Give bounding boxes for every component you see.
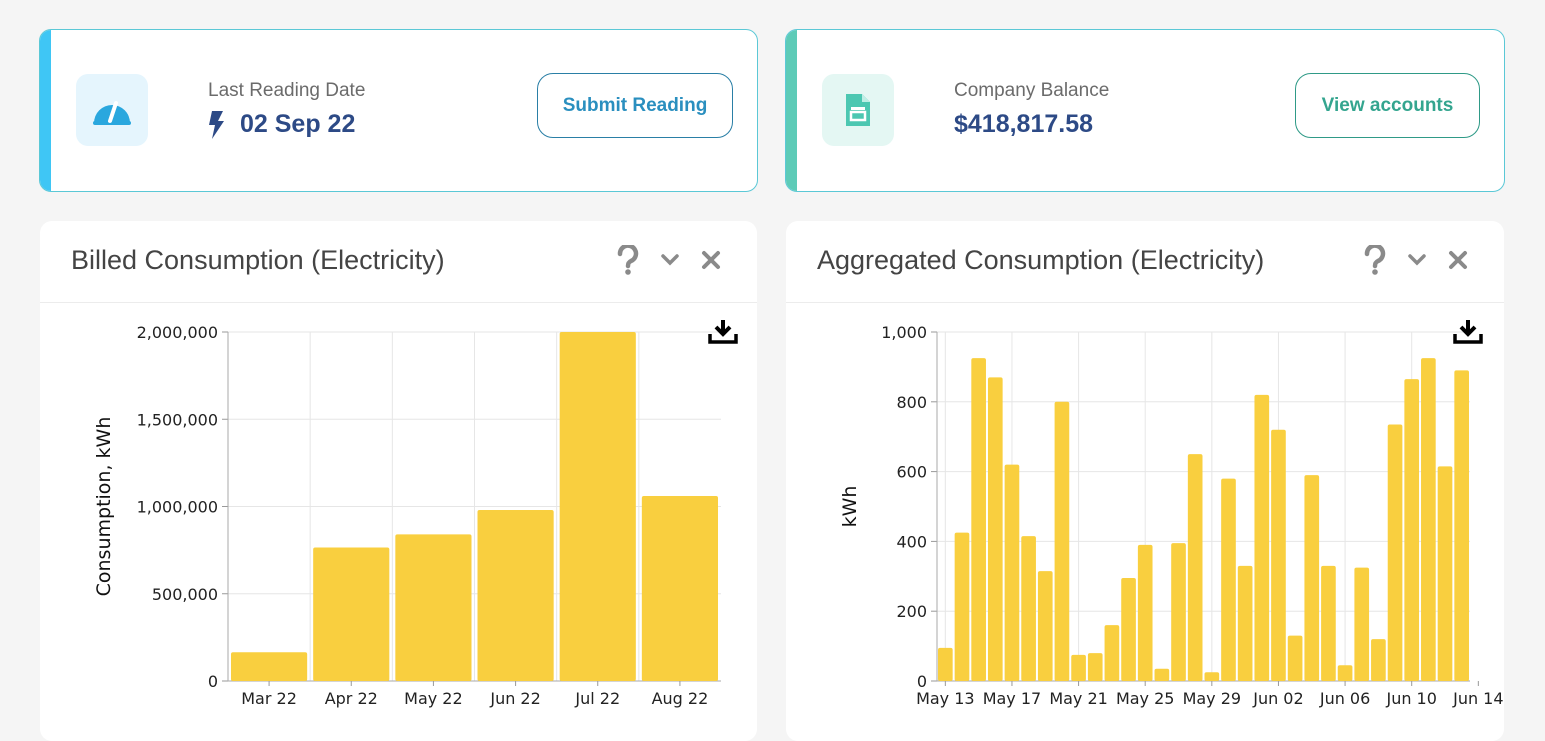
bar bbox=[1287, 635, 1303, 681]
last-reading-date: 02 Sep 22 bbox=[240, 110, 356, 138]
bar bbox=[641, 496, 718, 681]
gauge-icon bbox=[76, 74, 148, 146]
bar bbox=[954, 532, 970, 681]
y-tick-label: 400 bbox=[896, 532, 927, 551]
x-tick-label: Jun 10 bbox=[1385, 689, 1436, 708]
bar bbox=[1237, 565, 1253, 681]
bar bbox=[1354, 567, 1370, 681]
x-tick-label: Jun 06 bbox=[1319, 689, 1370, 708]
bar bbox=[1204, 672, 1220, 681]
panel-title: Billed Consumption (Electricity) bbox=[71, 245, 445, 275]
x-tick-label: Jun 14 bbox=[1452, 689, 1503, 708]
bar bbox=[1104, 625, 1120, 681]
bar bbox=[1054, 401, 1070, 681]
aggregated-consumption-chart: 0 200 400 600 800 1,000 May 13 May 17 May 21 May … bbox=[839, 320, 1504, 708]
bar bbox=[1404, 379, 1420, 681]
x-tick-label: May 17 bbox=[983, 689, 1042, 708]
last-reading-card: Last Reading Date 02 Sep 22 Submit Readi… bbox=[39, 29, 758, 192]
y-tick-label: 0 bbox=[208, 672, 218, 691]
x-tick-label: May 13 bbox=[916, 689, 975, 708]
bar bbox=[1271, 429, 1286, 681]
bar bbox=[1421, 358, 1436, 681]
bar bbox=[1071, 654, 1086, 681]
bar bbox=[1304, 475, 1320, 681]
y-tick-label: 1,500,000 bbox=[137, 410, 218, 429]
panel-header: Aggregated Consumption (Electricity) bbox=[786, 221, 1504, 303]
bar bbox=[1154, 668, 1170, 681]
company-balance-label: Company Balance bbox=[954, 80, 1110, 101]
help-icon[interactable] bbox=[1364, 245, 1386, 275]
bar bbox=[1321, 565, 1336, 681]
bar bbox=[1187, 454, 1203, 681]
bar bbox=[971, 358, 986, 681]
bar bbox=[1137, 544, 1153, 681]
bar bbox=[1437, 466, 1453, 681]
x-tick-label: May 29 bbox=[1183, 689, 1242, 708]
bar bbox=[1021, 536, 1036, 681]
y-tick-label: 0 bbox=[917, 672, 927, 691]
bar bbox=[1387, 424, 1403, 681]
y-tick-label: 800 bbox=[896, 393, 927, 412]
help-icon[interactable] bbox=[617, 245, 639, 275]
billed-consumption-chart: 0 500,000 1,000,000 1,500,000 2,000,000 Mar 2… bbox=[93, 320, 738, 708]
bar bbox=[395, 534, 472, 681]
download-icon[interactable] bbox=[708, 320, 738, 344]
bar bbox=[559, 332, 636, 681]
bar bbox=[1004, 464, 1020, 681]
view-accounts-button[interactable]: View accounts bbox=[1295, 73, 1480, 138]
bar bbox=[313, 547, 390, 681]
y-tick-label: 200 bbox=[896, 602, 927, 621]
bar bbox=[987, 377, 1003, 681]
submit-reading-button[interactable]: Submit Reading bbox=[537, 73, 733, 138]
y-axis-label: kWh bbox=[839, 486, 861, 528]
bar bbox=[1337, 665, 1353, 681]
x-tick-label: Jul 22 bbox=[574, 689, 620, 708]
billed-chart-area: 0 500,000 1,000,000 1,500,000 2,000,000 Mar 2… bbox=[40, 304, 757, 741]
bar bbox=[1087, 653, 1103, 681]
bar bbox=[1221, 478, 1236, 681]
bar bbox=[1371, 639, 1386, 681]
aggregated-consumption-panel: Aggregated Consumption (Electricity) 0 20… bbox=[786, 221, 1504, 741]
bar bbox=[231, 652, 308, 681]
close-icon[interactable] bbox=[1448, 250, 1468, 270]
lightning-icon bbox=[208, 110, 226, 139]
bar bbox=[1121, 578, 1136, 681]
bar bbox=[1454, 370, 1469, 681]
x-tick-label: May 21 bbox=[1049, 689, 1108, 708]
chevron-down-icon[interactable] bbox=[661, 254, 679, 266]
bar bbox=[1037, 571, 1053, 681]
last-reading-label: Last Reading Date bbox=[208, 80, 366, 101]
y-tick-label: 2,000,000 bbox=[137, 323, 218, 342]
download-icon[interactable] bbox=[1453, 320, 1483, 344]
x-tick-label: Mar 22 bbox=[241, 689, 297, 708]
card-accent-bar bbox=[786, 30, 797, 191]
x-tick-label: May 22 bbox=[404, 689, 463, 708]
company-balance-value: $418,817.58 bbox=[954, 110, 1094, 138]
bar bbox=[1171, 543, 1186, 681]
y-tick-label: 1,000,000 bbox=[137, 498, 218, 517]
y-tick-label: 1,000 bbox=[881, 323, 927, 342]
y-tick-label: 600 bbox=[896, 463, 927, 482]
y-tick-label: 500,000 bbox=[152, 585, 218, 604]
card-accent-bar bbox=[40, 30, 51, 191]
aggregated-chart-area: 0 200 400 600 800 1,000 May 13 May 17 May 21 May … bbox=[786, 304, 1504, 741]
company-balance-card: Company Balance $418,817.58 View account… bbox=[785, 29, 1505, 192]
panel-title: Aggregated Consumption (Electricity) bbox=[817, 245, 1265, 275]
x-tick-label: Apr 22 bbox=[325, 689, 378, 708]
billed-consumption-panel: Billed Consumption (Electricity) 0 500,00… bbox=[40, 221, 757, 741]
bar bbox=[1254, 394, 1270, 681]
x-tick-label: Jun 02 bbox=[1252, 689, 1303, 708]
x-tick-label: May 25 bbox=[1116, 689, 1175, 708]
x-tick-label: Jun 22 bbox=[489, 689, 540, 708]
close-icon[interactable] bbox=[701, 250, 721, 270]
bar bbox=[477, 509, 554, 681]
document-icon bbox=[822, 74, 894, 146]
x-tick-label: Aug 22 bbox=[652, 689, 709, 708]
y-axis-label: Consumption, kWh bbox=[93, 417, 115, 597]
last-reading-value-row: 02 Sep 22 bbox=[208, 110, 355, 139]
bar bbox=[938, 647, 953, 681]
panel-header: Billed Consumption (Electricity) bbox=[40, 221, 757, 303]
chevron-down-icon[interactable] bbox=[1408, 254, 1426, 266]
